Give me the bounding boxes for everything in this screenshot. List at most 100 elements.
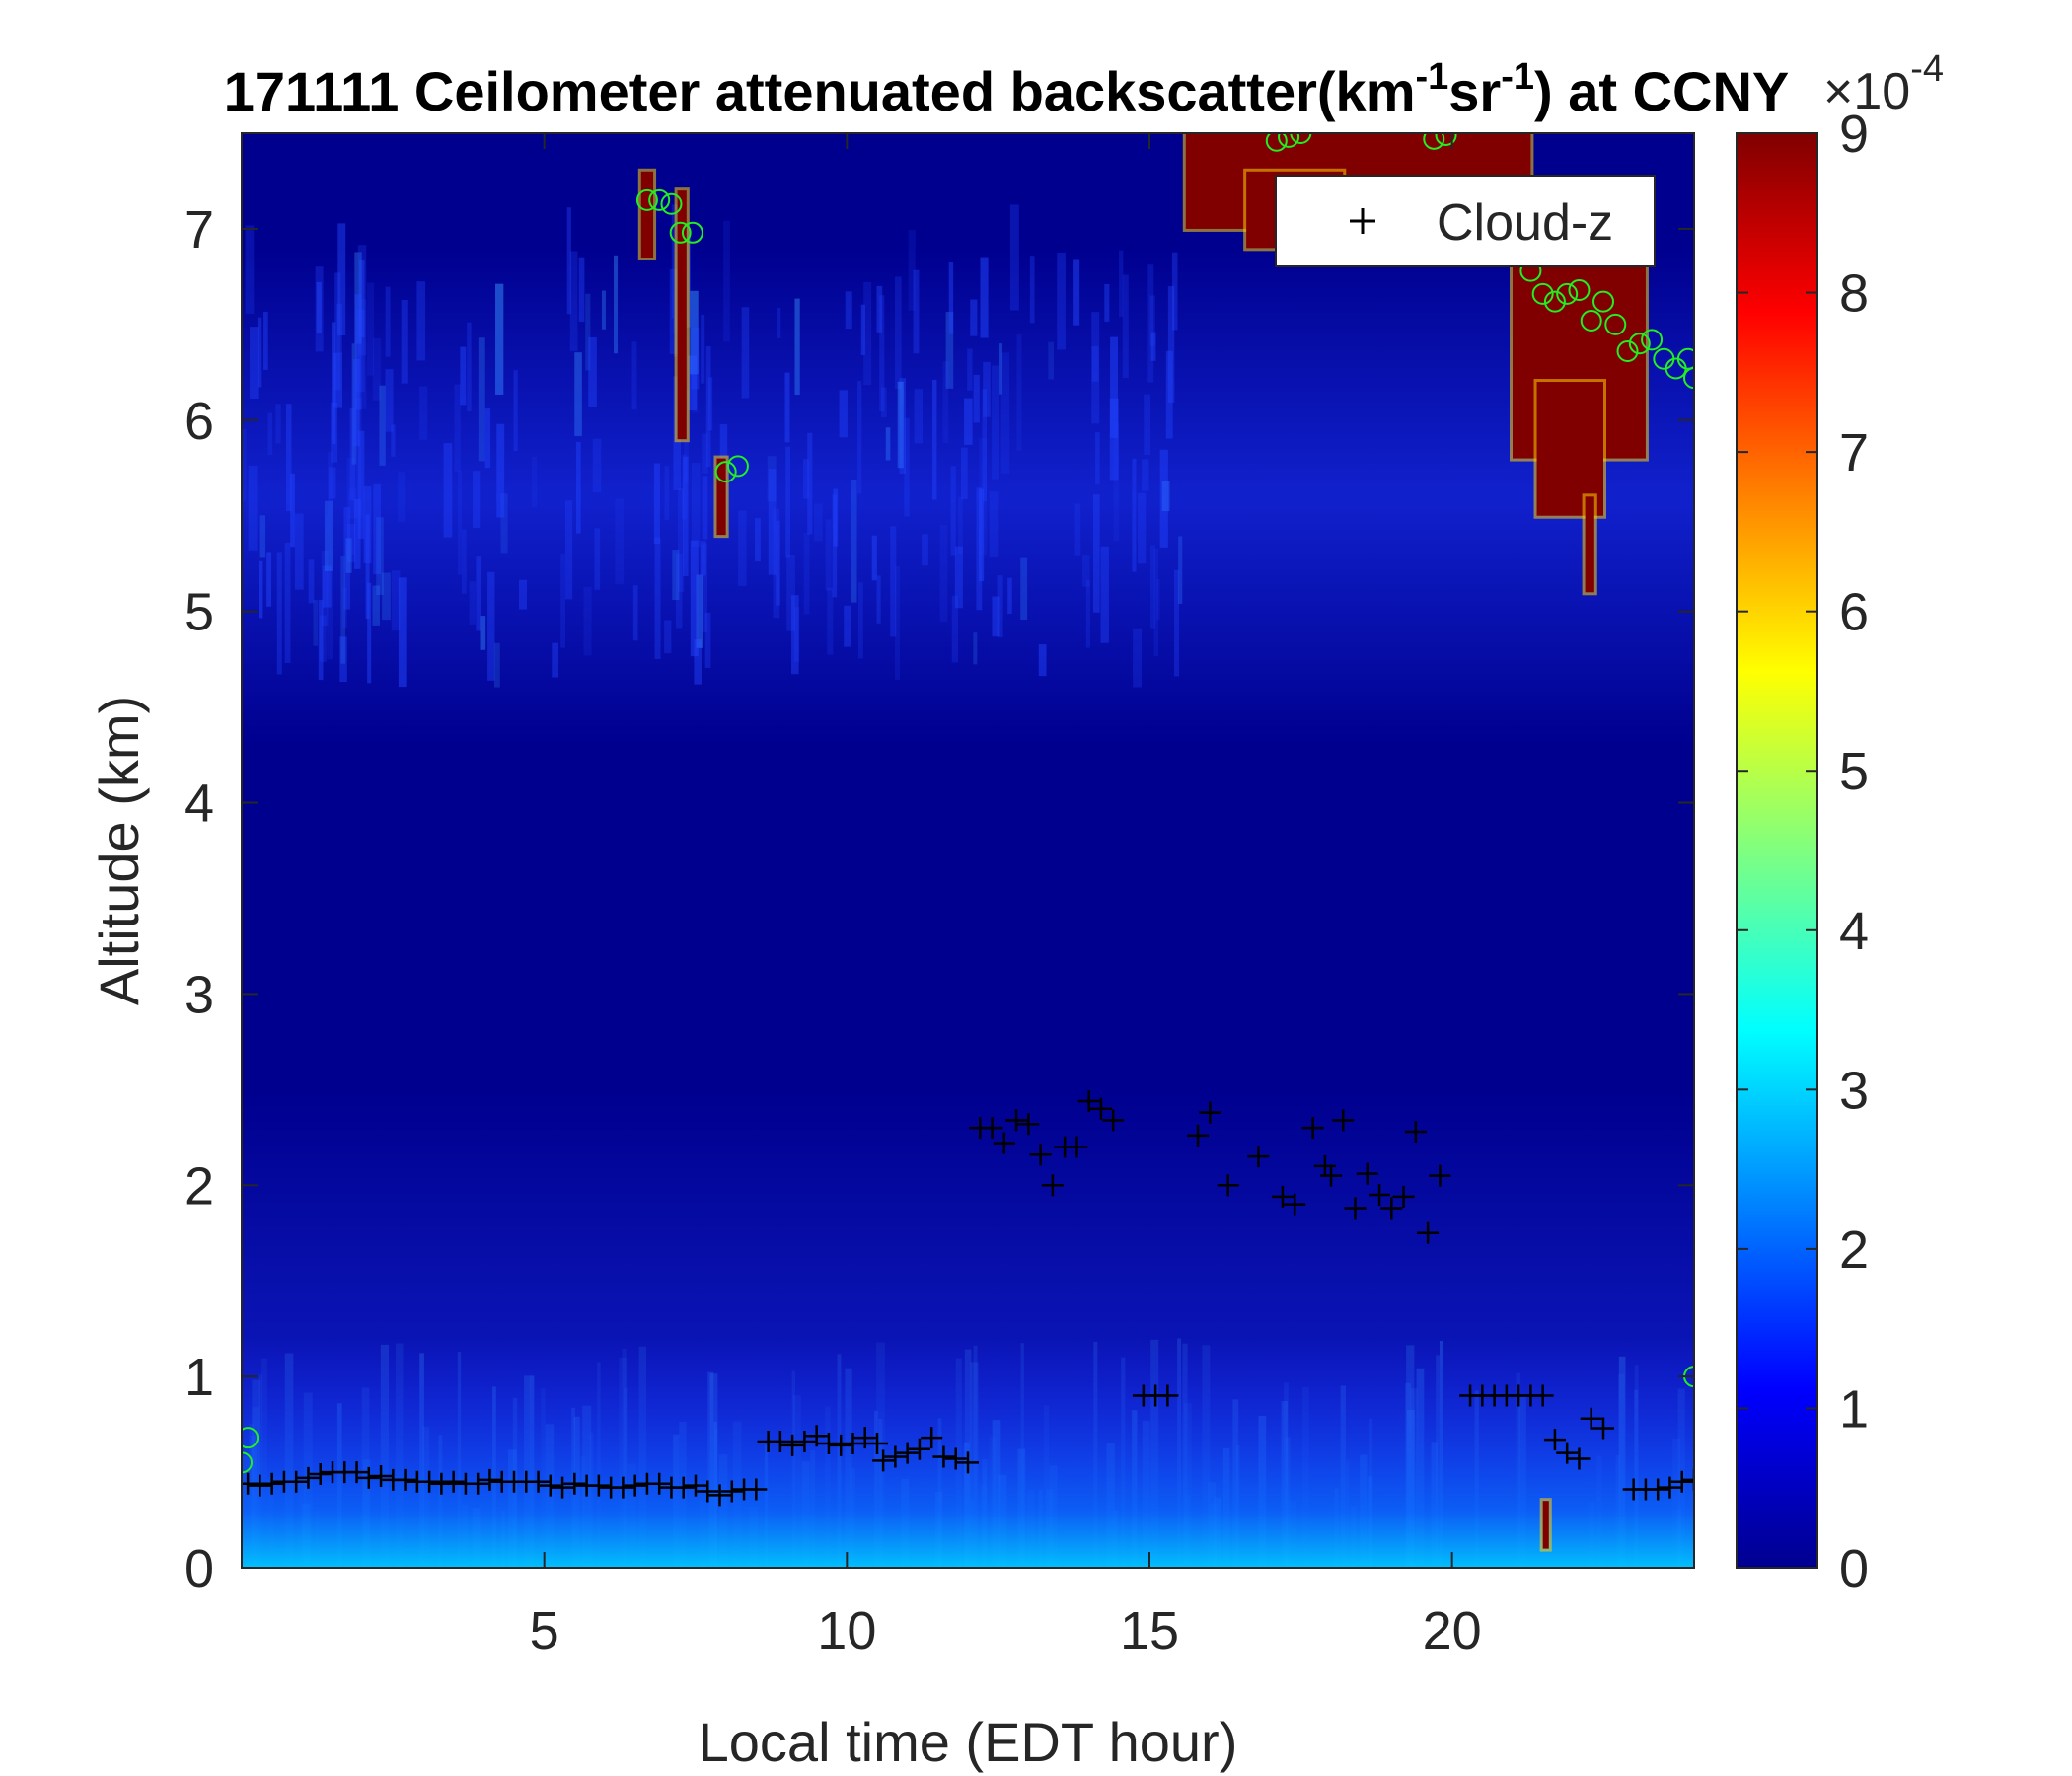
cloud-z-marker: [1199, 1101, 1221, 1124]
y-tick-label: 3: [185, 965, 214, 1024]
cloud-z-marker: [1531, 1384, 1554, 1407]
cloud-z-marker: [896, 1442, 919, 1464]
cloud-z-marker: [1089, 1097, 1112, 1120]
cloud-z-marker: [1156, 1384, 1179, 1407]
cloud-z-marker: [249, 1474, 271, 1497]
cloud-z-marker: [884, 1445, 907, 1468]
legend-box: [1275, 175, 1656, 267]
cloud-z-marker: [672, 1476, 695, 1499]
colorbar-exponent: ×10-4: [1823, 48, 1944, 120]
cloud-z-marker: [285, 1470, 308, 1493]
cloud-top-markers: [242, 133, 1694, 1474]
legend: Cloud-z: [1275, 175, 1656, 267]
cloud-top-marker: [1423, 133, 1445, 150]
cloud-z-marker: [1404, 1120, 1427, 1143]
cloud-z-marker: [612, 1476, 634, 1499]
cloud-top-marker: [1592, 290, 1614, 313]
y-tick-label: 0: [185, 1539, 214, 1598]
x-tick-label: 10: [817, 1601, 876, 1661]
cloud-z-marker: [624, 1474, 646, 1497]
colorbar-tick-label: 2: [1839, 1221, 1869, 1280]
cloud-z-marker: [853, 1427, 876, 1449]
cloud-z-marker: [745, 1478, 768, 1501]
cloud-z-marker: [720, 1480, 743, 1503]
cloud-z-marker: [1247, 1146, 1270, 1168]
cloud-top-marker: [714, 461, 737, 483]
cloud-z-marker: [1369, 1183, 1391, 1206]
cloud-z-marker: [1392, 1185, 1415, 1208]
plot-frame: [241, 132, 1695, 1569]
cloud-top-marker: [1580, 309, 1602, 332]
cloud-top-marker: [660, 192, 683, 215]
cloud-top-marker: [1531, 282, 1554, 305]
saturated-cloud: [1542, 1501, 1549, 1549]
cloud-z-marker: [552, 1476, 574, 1499]
cloud-z-marker: [1556, 1442, 1579, 1464]
cloud-z-marker: [479, 1468, 501, 1491]
cloud-z-marker: [830, 1434, 852, 1456]
cloud-z-marker: [1102, 1109, 1125, 1132]
cloud-top-marker: [1265, 133, 1288, 152]
colorbar-tick-label: 8: [1839, 264, 1869, 324]
x-axis-ticks: 5 10 15 20: [530, 133, 1482, 1661]
cloud-z-marker: [345, 1461, 368, 1484]
cloud-z-marker: [242, 1472, 259, 1495]
cloud-top-marker: [669, 221, 692, 244]
chart-title: 171111 Ceilometer attenuated backscatter…: [224, 56, 1790, 122]
cloud-z-marker: [932, 1445, 955, 1468]
cloud-z-marker: [587, 1474, 610, 1497]
cloud-top-marker: [1628, 333, 1651, 355]
cloud-z-marker: [1077, 1089, 1100, 1112]
cloud-top-marker: [681, 221, 703, 244]
cloud-z-marker: [957, 1451, 979, 1474]
cloud-top-marker: [1290, 133, 1312, 144]
y-tick-label: 1: [185, 1348, 214, 1407]
y-tick-label: 4: [185, 775, 214, 834]
y-axis-ticks: 0 1 2 3 4 5 6 7: [185, 200, 1694, 1598]
y-tick-label: 2: [185, 1156, 214, 1216]
cloud-z-marker: [1320, 1164, 1342, 1187]
saturated-cloud: [716, 458, 726, 536]
cloud-z-marker: [1041, 1174, 1064, 1197]
cloud-z-marker: [805, 1425, 828, 1447]
cloud-z-marker: [418, 1470, 441, 1493]
colorbar-tick-label: 9: [1839, 105, 1869, 164]
cloud-top-marker: [635, 188, 658, 211]
cloud-z-marker: [921, 1427, 943, 1449]
cloud-z-marker: [1017, 1113, 1040, 1136]
cloud-top-marker: [242, 1451, 253, 1474]
cloud-top-marker: [648, 188, 671, 211]
cloud-top-marker: [1278, 133, 1300, 148]
heatmap-plot-area: [242, 133, 1694, 1568]
colorbar-gradient: [1736, 132, 1818, 1569]
cloud-z-marker: [1066, 1136, 1088, 1158]
cloud-z-marker: [430, 1472, 453, 1495]
colorbar-tick-label: 3: [1839, 1061, 1869, 1120]
y-tick-label: 5: [185, 583, 214, 642]
colorbar-ticks: 0 1 2 3 4 5 6 7 8 9: [1737, 105, 1869, 1598]
cloud-z-marker: [370, 1464, 393, 1487]
cloud-z-marker: [993, 1132, 1015, 1154]
cloud-top-marker: [242, 1427, 259, 1449]
colorbar-tick-label: 1: [1839, 1379, 1869, 1439]
cloud-z-marker: [442, 1470, 465, 1493]
saturated-cloud: [1536, 382, 1603, 516]
aerosol-layer-aloft: [242, 248, 1694, 746]
cloud-z-marker: [563, 1472, 586, 1495]
colorbar-tick-label: 0: [1839, 1539, 1869, 1598]
cloud-z-marker: [467, 1472, 489, 1495]
cloud-top-marker: [1641, 329, 1664, 351]
saturated-cloud: [677, 190, 687, 440]
cloud-z-marker: [260, 1472, 283, 1495]
cloud-z-marker: [539, 1474, 561, 1497]
cloud-z-marker: [685, 1474, 706, 1497]
cloud-z-marker: [1217, 1174, 1239, 1197]
cloud-top-marker: [1676, 347, 1694, 370]
x-tick-label: 15: [1120, 1601, 1179, 1661]
cloud-z-marker: [394, 1468, 416, 1491]
cloud-z-marker: [842, 1432, 864, 1454]
cloud-z-marker: [357, 1466, 380, 1489]
cloud-z-marker: [697, 1480, 719, 1503]
cloud-z-marker: [769, 1431, 791, 1453]
